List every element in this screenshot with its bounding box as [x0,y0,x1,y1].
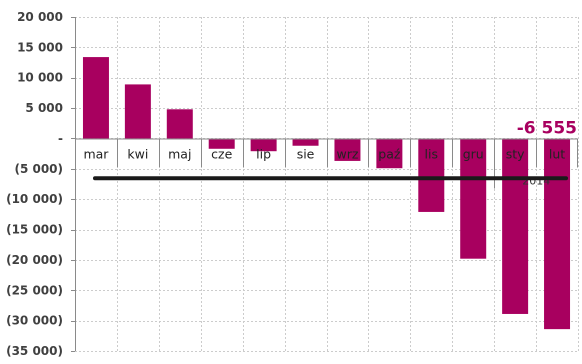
y-tick-label: (30 000) [6,314,63,328]
bar-sie [292,138,319,146]
y-tick-label: 5 000 [25,101,63,115]
x-tick-label-sie: sie [297,146,315,161]
y-tick-label: (35 000) [6,344,63,358]
bar-paź [376,138,403,169]
x-tick-label-gru: gru [463,146,484,161]
y-tick-label: - [58,131,63,145]
y-tick-label: (15 000) [6,223,63,237]
x-tick-label-maj: maj [168,146,191,161]
y-tick-label: (25 000) [6,283,63,297]
bar-lis [418,138,445,212]
bars-layer [82,57,571,330]
x-tick-label-sty: sty [506,146,525,161]
bar-lip [250,138,277,152]
x-tick-label-mar: mar [83,146,109,161]
x-tick-label-lut: lut [549,146,565,161]
x-tick-label-lis: lis [425,146,438,161]
y-tick-label: 15 000 [17,40,63,54]
y-tick-label: (20 000) [6,253,63,267]
bar-gru [460,138,487,259]
bar-cze [208,138,235,149]
y-tick-label: (10 000) [6,192,63,206]
y-axis: 20 000 15 000 10 000 5 000 - (5 000) (10 000) (… [6,10,76,358]
bar-sty [502,138,529,314]
x-tick-label-paź: paź [378,146,401,161]
bar-maj [166,109,193,139]
bar-wrz [334,138,361,161]
x-tick-label-lip: lip [256,146,271,161]
y-tick-label: 10 000 [17,71,63,85]
reference-layer: -6 555 [93,118,577,181]
x-tick-label-wrz: wrz [336,146,358,161]
y-tick-label: 20 000 [17,10,63,24]
bar-mar [82,57,109,139]
x-tick-label-kwi: kwi [127,146,148,161]
bar-kwi [124,84,151,139]
bar-lut [544,138,571,330]
x-tick-label-cze: cze [211,146,232,161]
y-tick-label: (5 000) [14,162,63,176]
reference-line-label: -6 555 [517,118,577,138]
